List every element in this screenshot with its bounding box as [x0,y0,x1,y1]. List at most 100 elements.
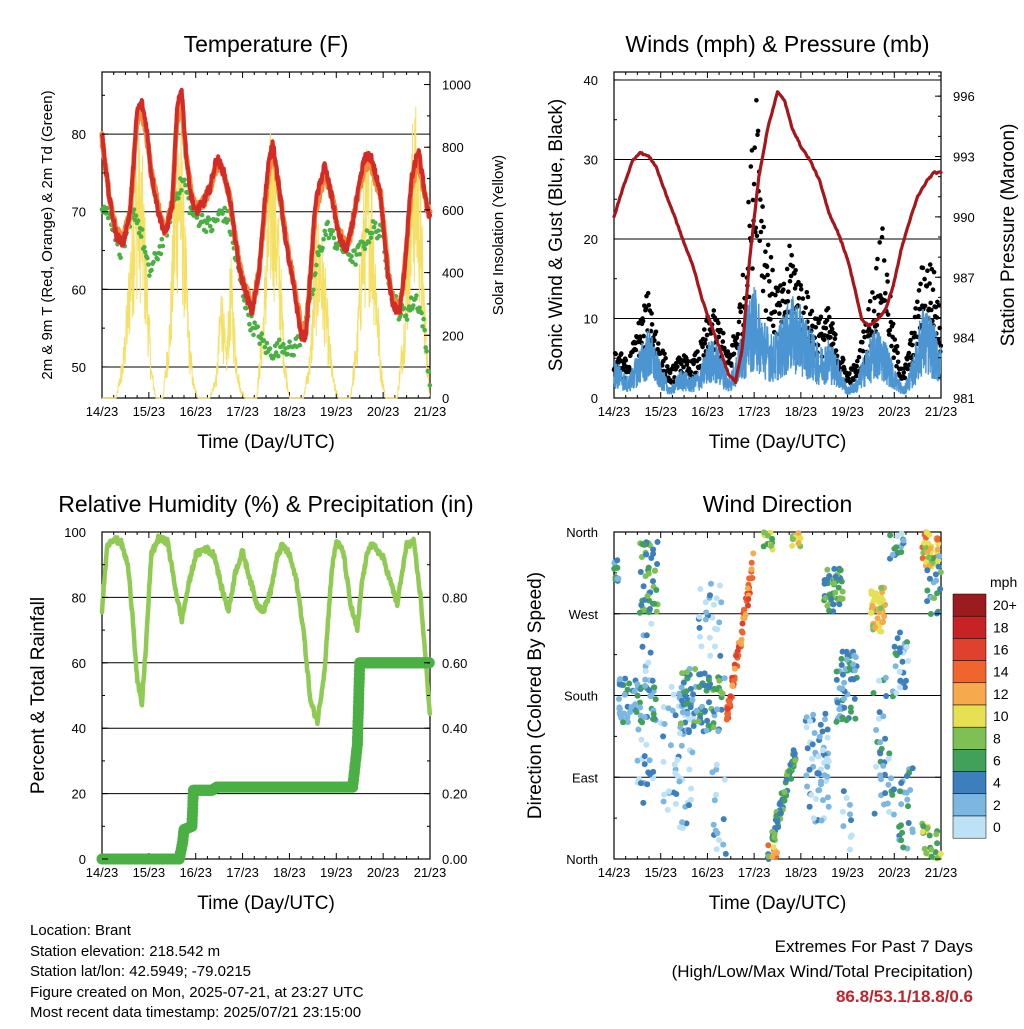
x-tick-label: 17/23 [738,404,771,419]
direction-point [660,758,667,765]
direction-point [824,602,831,609]
gust-point [758,197,763,202]
direction-point [649,677,656,684]
dewpoint-point [372,220,378,226]
extremes-panel: Extremes For Past 7 Days (High/Low/Max W… [672,934,973,1009]
station-elevation: Station elevation: 218.542 m [30,942,221,960]
colorbar-swatch [952,726,987,750]
dewpoint-point [326,235,332,241]
direction-point [900,537,907,544]
gust-point [847,371,852,376]
direction-point [676,730,683,737]
gust-point [731,351,737,357]
direction-point [686,766,693,773]
direction-point [646,687,652,694]
gust-point [925,268,930,274]
gust-point [884,272,890,278]
colorbar-swatch [952,682,987,706]
chart-temperature: Temperature (F) 14/23 15/23 16/23 17/23 18/23… [39,31,507,453]
direction-point [898,780,905,786]
gust-point [860,348,866,354]
gust-point [746,199,751,205]
direction-point [813,795,819,802]
direction-point [833,718,840,725]
y-tick-label: North [566,852,598,867]
direction-point [882,735,889,742]
gust-point [798,283,803,288]
x-tick-label: 19/23 [831,404,864,419]
direction-point [788,775,795,782]
y-tick-label: 70 [72,205,86,220]
solar-series [102,106,431,399]
gust-point [764,264,770,270]
direction-point [893,544,900,551]
gust-point [937,325,942,331]
direction-point [647,771,653,778]
direction-point [839,588,846,595]
direction-point [771,834,778,841]
dewpoint-point [316,252,321,258]
y-tick-label: 50 [72,360,86,375]
direction-point [660,704,667,710]
direction-point [806,803,813,810]
direction-point [848,708,854,715]
direction-point [713,686,720,693]
gust-point [721,330,726,336]
dewpoint-point [149,267,154,273]
chart-humidity: Relative Humidity (%) & Precipitation (i… [28,491,474,914]
y-tick-label: 20 [584,232,598,247]
gust-point [827,314,832,320]
colorbar-swatch [952,638,987,661]
direction-point [634,681,641,688]
direction-point [687,704,694,711]
y2-tick-label: 200 [442,328,464,343]
direction-point [690,691,697,698]
station-info: Location: Brant Station elevation: 218.5… [30,921,364,1024]
direction-point [880,762,887,769]
dewpoint-point [422,327,428,333]
colorbar-label: 12 [993,686,1009,702]
gust-point [885,279,890,284]
gust-point [662,351,667,357]
x-axis-label: Time (Day/UTC) [709,893,847,914]
direction-point [748,566,755,573]
direction-point [795,530,802,537]
gust-point [720,339,726,344]
gust-point [703,337,708,343]
x-tick-label: 21/23 [925,404,958,419]
gust-point [879,234,885,240]
colorbar-label: 10 [993,708,1009,724]
direction-point [898,837,905,844]
direction-point [816,787,823,794]
direction-point [646,757,653,764]
direction-point [695,718,702,725]
direction-point [818,778,824,785]
gust-point [702,327,707,332]
direction-point [689,749,696,756]
direction-point [810,815,817,822]
gust-point [887,327,893,333]
colorbar-label: 6 [993,753,1001,769]
direction-point [635,726,642,733]
dewpoint-point [362,246,368,252]
y-tick-label: 40 [72,721,86,736]
gust-point [755,128,761,134]
gust-point [870,290,875,295]
direction-point [713,761,720,768]
direction-point [760,543,767,550]
y-tick-label: 20 [72,787,86,802]
direction-point [836,601,843,608]
direction-point [642,668,649,675]
extremes-subheading: (High/Low/Max Wind/Total Precipitation) [671,962,973,981]
x-tick-label: 20/23 [367,404,400,419]
direction-point [721,675,728,682]
direction-point [777,810,784,817]
dewpoint-point [328,232,334,237]
direction-point [665,705,672,712]
direction-point [770,844,777,851]
gust-point [832,336,838,342]
gust-point [790,264,796,269]
direction-point [803,772,810,779]
direction-point [744,585,751,592]
direction-point [832,589,839,596]
